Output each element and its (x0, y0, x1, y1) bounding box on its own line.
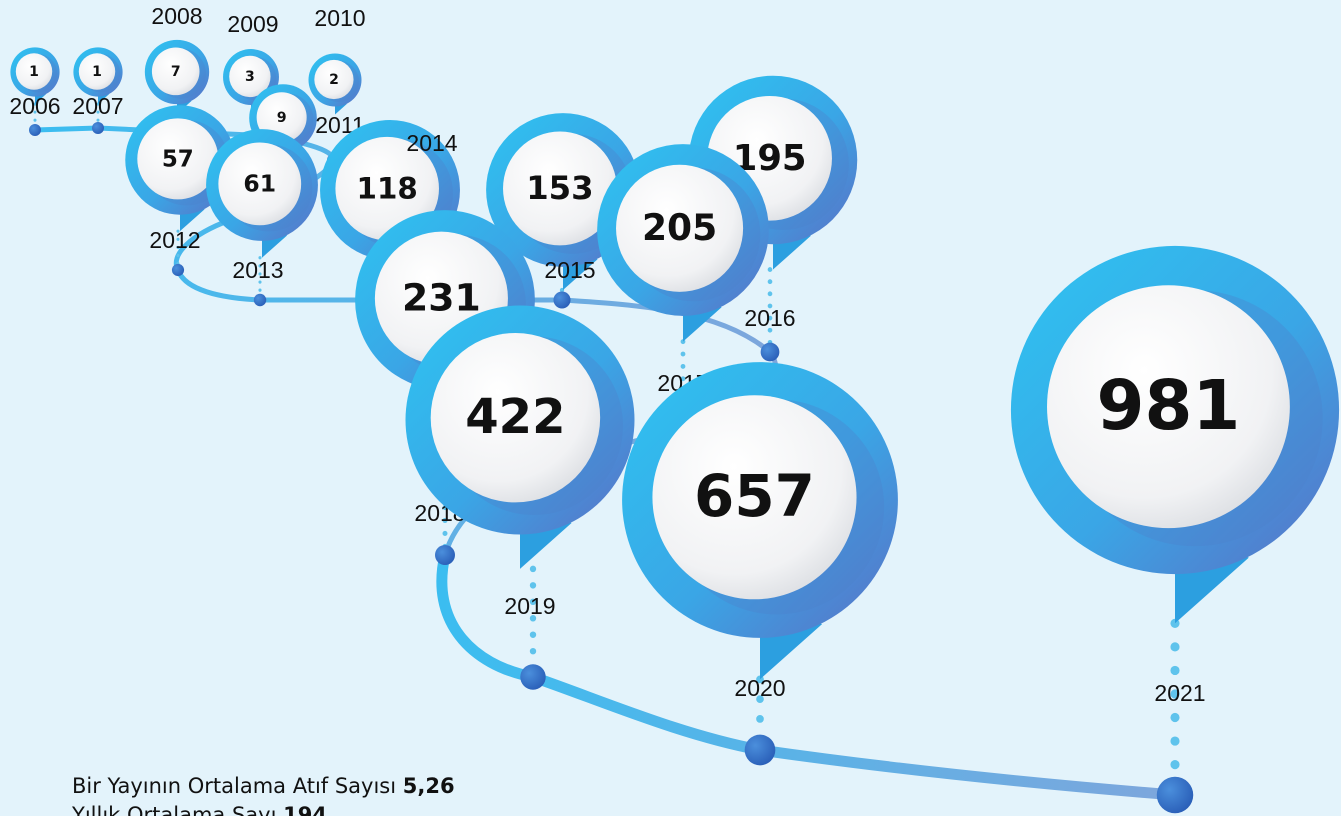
bubble-value: 231 (402, 276, 481, 320)
year-label: 2019 (504, 593, 555, 619)
year-label: 2020 (734, 675, 785, 701)
bubble-face (314, 59, 354, 100)
bubble-face (335, 136, 439, 241)
timeline-dot (553, 291, 571, 309)
year-label: 2008 (151, 3, 202, 29)
bubble-value: 657 (694, 462, 815, 530)
year-label: 2010 (314, 5, 365, 31)
bubble-value: 422 (465, 389, 565, 445)
bubble-value: 153 (526, 169, 593, 207)
year-label: 2012 (149, 227, 200, 253)
stat-label: Bir Yayının Ortalama Atıf Sayısı (72, 774, 396, 798)
bubble-value: 3 (245, 69, 255, 85)
bubble-face (218, 142, 302, 226)
stat-line: Bir Yayının Ortalama Atıf Sayısı 5,26 (72, 774, 455, 798)
bubble-face (1047, 285, 1290, 529)
timeline-dot (435, 545, 455, 565)
bubble-face (652, 395, 857, 600)
bubble-value: 1 (29, 64, 39, 80)
stat-value: 5,26 (403, 774, 455, 798)
year-label: 2015 (544, 257, 595, 283)
year-label: 2014 (406, 130, 457, 156)
timeline-dot (171, 263, 185, 277)
year-label: 2007 (72, 93, 123, 119)
stat-line: Yıllık Ortalama Sayı 194 (71, 803, 327, 816)
bubble-face (616, 164, 744, 292)
year-label: 2016 (744, 305, 795, 331)
bubble-value: 981 (1097, 366, 1241, 446)
bubble-face (151, 47, 200, 96)
stat-label: Yıllık Ortalama Sayı (71, 803, 276, 816)
timeline-dot (760, 342, 780, 362)
bubble: 657 (622, 362, 898, 680)
bubble: 1 (10, 47, 60, 104)
bubble-face (15, 53, 53, 90)
timeline-dot (29, 124, 41, 136)
timeline-dot (92, 122, 104, 134)
bubble-face (229, 55, 271, 98)
bubble: 7 (144, 39, 210, 114)
bubble-value: 57 (162, 147, 194, 173)
bubble-face (78, 53, 116, 90)
bubble: 422 (405, 305, 635, 569)
year-label: 2006 (9, 93, 60, 119)
bubble: 1 (73, 47, 123, 104)
timeline-dot (253, 293, 267, 307)
bubble-value: 9 (277, 110, 287, 126)
year-label: 2013 (232, 257, 283, 283)
bubble-value: 7 (171, 64, 181, 80)
timeline-dot (1156, 776, 1194, 814)
year-label: 2021 (1154, 680, 1205, 706)
bubble-value: 1 (92, 64, 102, 80)
year-label: 2009 (227, 11, 278, 37)
timeline-dot (744, 734, 776, 766)
bubble: 205 (597, 144, 769, 342)
bubble-value: 118 (357, 172, 418, 206)
bubble: 2 (308, 53, 362, 115)
bubble-value: 205 (642, 207, 717, 249)
bubble-value: 61 (243, 170, 276, 198)
stat-value: 194 (283, 803, 327, 816)
bubble: 61 (206, 129, 318, 258)
bubble-value: 2 (329, 72, 339, 88)
bubble: 981 (1010, 245, 1340, 624)
bubble-face (430, 332, 601, 503)
bubble-face (503, 131, 617, 246)
bubble-face (137, 118, 219, 200)
timeline-dot (520, 664, 546, 690)
